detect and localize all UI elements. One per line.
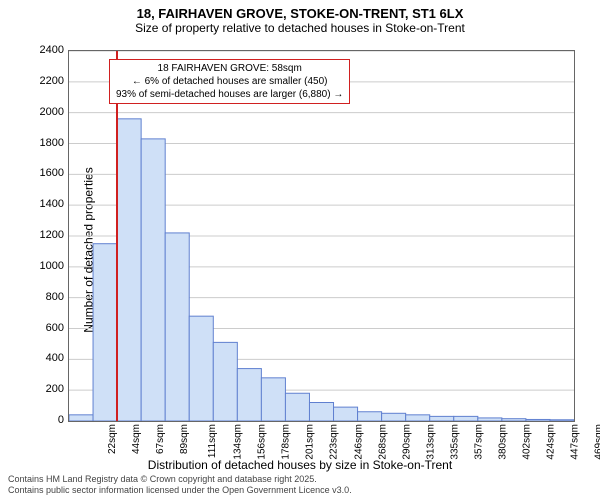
x-tick-label: 402sqm <box>521 424 532 460</box>
histogram-bar <box>261 378 285 421</box>
histogram-bar <box>550 420 574 421</box>
y-tick-label: 2400 <box>40 44 64 56</box>
footer-line-1: Contains HM Land Registry data © Crown c… <box>8 474 352 485</box>
histogram-bar <box>406 415 430 421</box>
x-tick-label: 111sqm <box>207 424 218 458</box>
x-tick-label: 67sqm <box>155 424 166 454</box>
annotation-line-2: ← 6% of detached houses are smaller (450… <box>116 75 343 88</box>
y-tick-label: 1400 <box>40 198 64 210</box>
histogram-bar <box>213 342 237 421</box>
bars-group <box>69 119 574 421</box>
x-tick-label: 335sqm <box>449 424 460 460</box>
histogram-bar <box>382 413 406 421</box>
x-tick-label: 469sqm <box>594 424 600 460</box>
histogram-bar <box>69 415 93 421</box>
y-tick-label: 1600 <box>40 167 64 179</box>
x-tick-label: 357sqm <box>473 424 484 460</box>
x-axis-label: Distribution of detached houses by size … <box>0 458 600 472</box>
histogram-bar <box>141 139 165 421</box>
x-tick-label: 380sqm <box>497 424 508 460</box>
x-tick-label: 290sqm <box>401 424 412 460</box>
histogram-bar <box>502 419 526 421</box>
annotation-line-3: 93% of semi-detached houses are larger (… <box>116 88 343 101</box>
y-tick-label: 800 <box>46 291 64 303</box>
x-tick-label: 134sqm <box>233 424 244 460</box>
title-block: 18, FAIRHAVEN GROVE, STOKE-ON-TRENT, ST1… <box>0 0 600 35</box>
y-tick-label: 400 <box>46 352 64 364</box>
histogram-bar <box>478 418 502 421</box>
x-tick-label: 268sqm <box>377 424 388 460</box>
plot-area: 18 FAIRHAVEN GROVE: 58sqm ← 6% of detach… <box>68 50 575 422</box>
chart-svg <box>69 51 574 421</box>
chart-container: 18, FAIRHAVEN GROVE, STOKE-ON-TRENT, ST1… <box>0 0 600 500</box>
y-tick-label: 1800 <box>40 137 64 149</box>
x-tick-label: 223sqm <box>329 424 340 460</box>
footer: Contains HM Land Registry data © Crown c… <box>8 474 352 496</box>
histogram-bar <box>430 416 454 421</box>
y-tick-label: 1000 <box>40 260 64 272</box>
histogram-bar <box>358 412 382 421</box>
histogram-bar <box>165 233 189 421</box>
histogram-bar <box>454 416 478 421</box>
annotation-box: 18 FAIRHAVEN GROVE: 58sqm ← 6% of detach… <box>109 59 350 104</box>
histogram-bar <box>117 119 141 421</box>
histogram-bar <box>237 369 261 421</box>
x-tick-label: 156sqm <box>257 424 268 460</box>
y-tick-label: 200 <box>46 383 64 395</box>
y-tick-label: 0 <box>58 414 64 426</box>
x-tick-label: 447sqm <box>570 424 581 460</box>
chart-subtitle: Size of property relative to detached ho… <box>0 21 600 35</box>
property-marker-line <box>116 51 118 421</box>
histogram-bar <box>334 407 358 421</box>
histogram-bar <box>189 316 213 421</box>
annotation-line-1: 18 FAIRHAVEN GROVE: 58sqm <box>116 62 343 75</box>
chart-title: 18, FAIRHAVEN GROVE, STOKE-ON-TRENT, ST1… <box>0 6 600 21</box>
y-tick-label: 2000 <box>40 106 64 118</box>
x-tick-label: 313sqm <box>425 424 436 460</box>
x-tick-label: 22sqm <box>107 424 118 454</box>
x-tick-label: 246sqm <box>353 424 364 460</box>
x-tick-label: 89sqm <box>179 424 190 454</box>
x-tick-label: 201sqm <box>305 424 316 460</box>
y-tick-label: 600 <box>46 322 64 334</box>
x-tick-label: 44sqm <box>131 424 142 454</box>
histogram-bar <box>285 393 309 421</box>
footer-line-2: Contains public sector information licen… <box>8 485 352 496</box>
y-tick-label: 2200 <box>40 75 64 87</box>
y-tick-label: 1200 <box>40 229 64 241</box>
x-tick-label: 424sqm <box>545 424 556 460</box>
histogram-bar <box>309 403 333 422</box>
x-tick-label: 178sqm <box>281 424 292 460</box>
histogram-bar <box>526 419 550 421</box>
histogram-bar <box>93 244 117 421</box>
